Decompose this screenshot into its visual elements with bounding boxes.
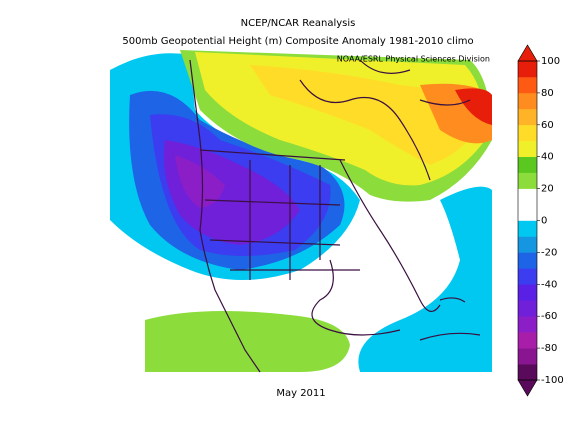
date-label: May 2011 [276,388,325,399]
colorbar-tick-label: 40 [541,152,554,163]
colorbar-segment [518,188,537,205]
colorbar-tick-label: 20 [541,184,554,195]
colorbar-segment [518,172,537,189]
colorbar-segment [518,108,537,126]
anomaly-red [455,88,492,125]
colorbar-tick-label: -100 [541,375,564,386]
anomaly-purple [175,155,225,208]
colorbar-segment [518,76,537,94]
subtitle: 500mb Geopotential Height (m) Composite … [122,36,473,47]
anomaly-green-south [145,311,350,372]
colorbar-segment [518,124,537,142]
colorbar-tick-label: 100 [541,56,560,67]
colorbar-tick-label: -40 [541,279,557,290]
colorbar-segment [518,284,537,301]
credit: NOAA/ESRL Physical Sciences Division [337,55,490,64]
colorbar-segment [518,268,537,285]
coastline-east [311,159,441,336]
colorbar-segment [518,140,537,157]
colorbar: -100 -80 -60 -40 -20 0 20 40 60 80 100 [517,44,564,397]
colorbar-tick-label: -80 [541,343,557,354]
colorbar-segment [518,332,537,349]
state-borders [199,149,360,280]
colorbar-tick-label: -20 [541,247,557,258]
colorbar-arrow-top [517,44,538,62]
colorbar-segment [518,348,537,365]
colorbar-segment [518,220,537,237]
colorbar-segment [518,364,537,381]
colorbar-tick-label: -60 [541,311,557,322]
colorbar-segment [518,92,537,110]
colorbar-tick-label: 60 [541,120,554,131]
colorbar-segment [518,204,537,221]
colorbar-segment [518,61,537,78]
colorbar-tick-label: 80 [541,88,554,99]
islands [419,297,481,341]
colorbar-segment [518,156,537,173]
colorbar-tick-label: 0 [541,216,547,227]
coastline-north [299,59,471,181]
colorbar-segment [518,316,537,333]
colorbar-arrow-bottom [517,379,538,397]
colorbar-segment [518,236,537,253]
colorbar-segment [518,300,537,317]
map [110,47,492,373]
colorbar-segment [518,252,537,269]
coastline-west [189,59,261,373]
title: NCEP/NCAR Reanalysis [241,18,356,29]
anomaly-cyan-east [358,186,492,372]
